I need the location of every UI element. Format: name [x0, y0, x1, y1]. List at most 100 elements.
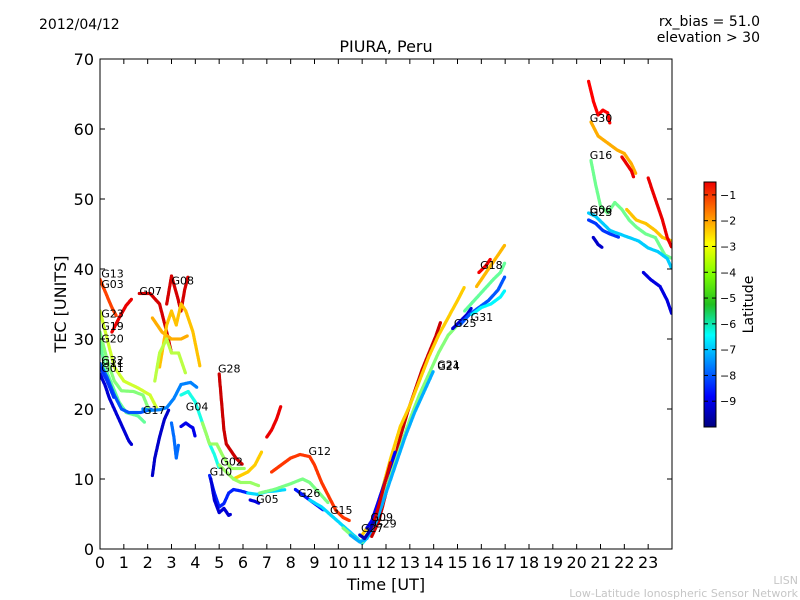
- colorbar-tick-label: −2: [720, 215, 736, 228]
- trace-point: [502, 289, 507, 293]
- trace-point: [669, 256, 672, 260]
- x-tick-label: 16: [471, 553, 491, 572]
- satellite-trace-g21: [348, 370, 435, 544]
- trace-point: [129, 297, 133, 301]
- prn-label-g05: G05: [256, 493, 279, 506]
- satellite-trace-g_blue2: [179, 421, 197, 438]
- satellite-trace-g10b: [209, 477, 232, 518]
- y-tick-label: 0: [84, 540, 94, 559]
- trace-point: [195, 385, 199, 389]
- y-tick-label: 40: [74, 260, 94, 279]
- trace-point: [242, 466, 246, 471]
- trace-point: [488, 257, 492, 262]
- x-tick-label: 21: [590, 553, 610, 572]
- prn-label-g13: G13: [101, 267, 124, 280]
- chart-title: PIURA, Peru: [339, 37, 433, 56]
- x-tick-label: 15: [447, 553, 467, 572]
- satellite-trace-g31: [458, 275, 507, 327]
- colorbar-tick-label: −7: [720, 344, 736, 357]
- prn-label-g16: G16: [590, 149, 613, 162]
- satellite-trace-g01: [100, 372, 134, 446]
- trace-point: [431, 370, 435, 374]
- trace-point: [631, 175, 636, 179]
- colorbar-tick-label: −3: [720, 240, 736, 253]
- satellite-trace-g25: [451, 306, 473, 331]
- trace-point: [129, 442, 134, 446]
- satellite-trace-g26: [258, 477, 330, 505]
- trace-point: [438, 321, 442, 325]
- x-tick-label: 3: [166, 553, 176, 572]
- x-tick-label: 19: [543, 553, 563, 572]
- x-tick-label: 0: [95, 553, 105, 572]
- x-tick-label: 13: [400, 553, 420, 572]
- prn-label-g09: G09: [371, 511, 394, 524]
- satellite-trace-g28: [217, 372, 244, 466]
- trace-point: [347, 518, 351, 523]
- trace-point: [462, 286, 466, 290]
- trace-point: [259, 450, 264, 454]
- satellite-trace-g_blue1: [150, 408, 171, 478]
- colorbar-tick-label: −5: [720, 292, 736, 305]
- trace-point: [372, 520, 376, 524]
- prn-label-g19: G19: [101, 320, 124, 333]
- prn-label-g18: G18: [480, 259, 503, 272]
- prn-label-g23: G23: [101, 307, 124, 320]
- colorbar: [703, 181, 717, 428]
- trace-point: [669, 245, 672, 249]
- trace-point: [469, 306, 473, 311]
- trace-point: [167, 408, 171, 412]
- prn-label-g02: G02: [220, 456, 243, 469]
- x-axis-label: Time [UT]: [346, 575, 425, 594]
- prn-label-g01: G01: [101, 362, 124, 375]
- rx-bias-label: rx_bias = 51.0: [658, 14, 760, 30]
- satellite-trace-g08: [165, 274, 190, 313]
- prn-label-g25: G25: [454, 317, 477, 330]
- satellite-trace-g07y: [150, 316, 189, 341]
- prn-label-g21: G21: [437, 358, 460, 371]
- satellite-trace-g28y: [231, 450, 264, 481]
- satellite-trace-g_b21: [591, 235, 604, 249]
- x-tick-label: 17: [495, 553, 515, 572]
- x-tick-label: 14: [423, 553, 443, 572]
- footer-network-full: Low-Latitude Ionospheric Sensor Network: [569, 587, 798, 600]
- x-tick-label: 7: [262, 553, 272, 572]
- x-tick-label: 20: [566, 553, 586, 572]
- satellite-trace-g05: [248, 498, 261, 505]
- x-tick-label: 8: [286, 553, 296, 572]
- x-tick-label: 5: [214, 553, 224, 572]
- prn-label-g26: G26: [298, 487, 321, 500]
- prn-label-g03: G03: [101, 278, 124, 291]
- colorbar-tick-label: −9: [720, 395, 736, 408]
- trace-point: [326, 500, 330, 505]
- satellite-trace-g_red7: [265, 405, 283, 439]
- y-axis-label: TEC [UNITS]: [51, 256, 70, 354]
- prn-label-g04: G04: [186, 400, 209, 413]
- footer-network-short: LISN: [773, 574, 798, 587]
- trace-point: [185, 334, 189, 338]
- trace-point: [114, 313, 118, 318]
- satellite-trace-g30y: [589, 120, 638, 175]
- trace-point: [193, 434, 197, 438]
- satellite-trace-g30r: [620, 155, 636, 179]
- trace-point: [183, 371, 187, 375]
- satellite-trace-g04b: [200, 421, 246, 471]
- trace-point: [257, 501, 261, 505]
- date-label: 2012/04/12: [39, 17, 120, 33]
- colorbar-tick-label: −6: [720, 318, 736, 331]
- prn-label-g27: G27: [361, 522, 384, 535]
- colorbar-tick-label: −4: [720, 266, 736, 279]
- satellite-trace-g09g: [153, 337, 187, 383]
- prn-label-g08: G08: [172, 274, 195, 287]
- prn-label-g24: G24: [437, 360, 460, 373]
- x-tick-label: 6: [238, 553, 248, 572]
- satellite-trace-g06: [587, 218, 621, 239]
- trace-point: [176, 443, 180, 447]
- trace-point: [393, 450, 397, 454]
- satellite-trace-g_r23: [646, 176, 672, 249]
- trace-point: [634, 171, 638, 175]
- prn-label-g10: G10: [210, 466, 233, 479]
- satellite-trace-g_b23: [641, 270, 672, 315]
- trace-point: [502, 243, 507, 248]
- prn-label-g12: G12: [309, 445, 332, 458]
